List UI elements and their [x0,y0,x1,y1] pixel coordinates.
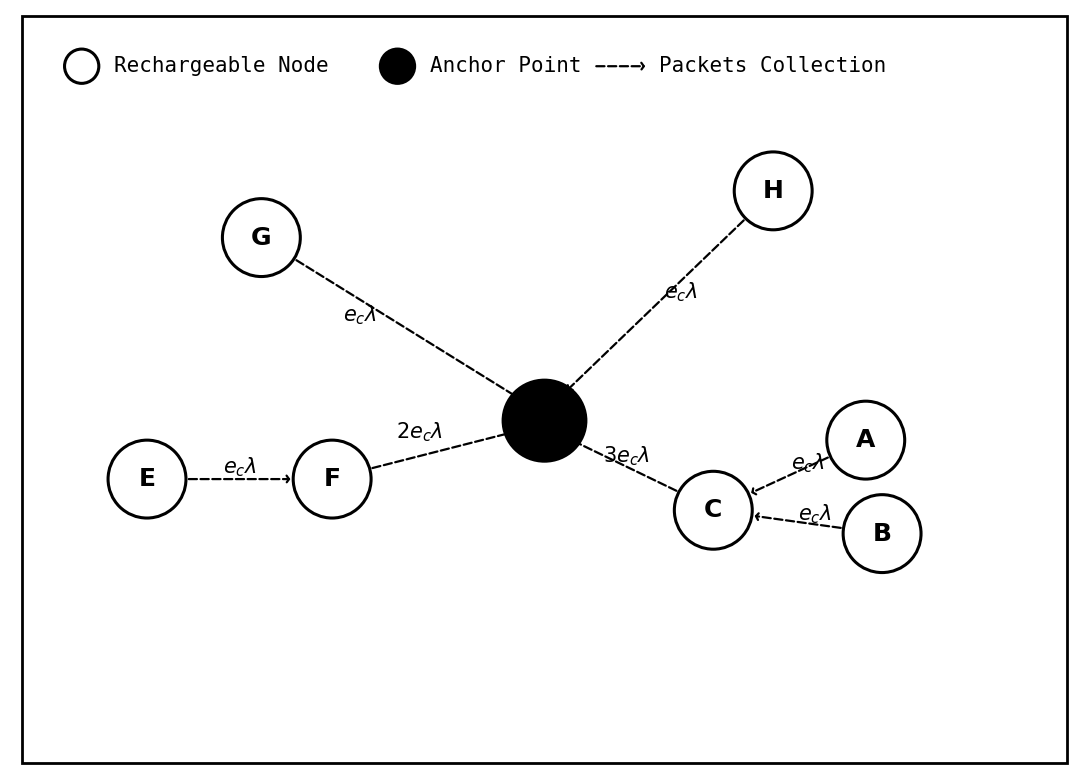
Text: $3e_c\lambda$: $3e_c\lambda$ [602,444,650,467]
Ellipse shape [734,152,812,230]
Ellipse shape [293,440,371,518]
Text: $2e_c\lambda$: $2e_c\lambda$ [395,421,443,444]
Text: A: A [856,428,876,452]
Text: $e_c\lambda$: $e_c\lambda$ [664,280,697,304]
Text: $e_c\lambda$: $e_c\lambda$ [792,452,824,475]
Ellipse shape [674,471,752,549]
Text: E: E [138,467,156,491]
Text: Anchor Point: Anchor Point [430,56,582,76]
Ellipse shape [64,49,99,83]
Ellipse shape [108,440,186,518]
Ellipse shape [843,495,921,573]
Text: F: F [323,467,341,491]
Text: C: C [705,499,722,522]
Text: Packets Collection: Packets Collection [659,56,886,76]
Ellipse shape [827,401,905,479]
Text: $e_c\lambda$: $e_c\lambda$ [798,502,831,526]
Text: $e_c\lambda$: $e_c\lambda$ [343,304,376,327]
Text: $e_c\lambda$: $e_c\lambda$ [223,456,256,479]
Text: Rechargeable Node: Rechargeable Node [114,56,329,76]
Ellipse shape [222,199,301,277]
Text: B: B [872,522,892,545]
Ellipse shape [503,380,586,461]
Ellipse shape [380,49,415,83]
FancyBboxPatch shape [22,16,1067,763]
Text: G: G [252,226,271,249]
Text: H: H [762,179,784,203]
